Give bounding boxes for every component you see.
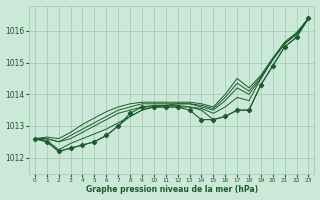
X-axis label: Graphe pression niveau de la mer (hPa): Graphe pression niveau de la mer (hPa): [86, 185, 258, 194]
